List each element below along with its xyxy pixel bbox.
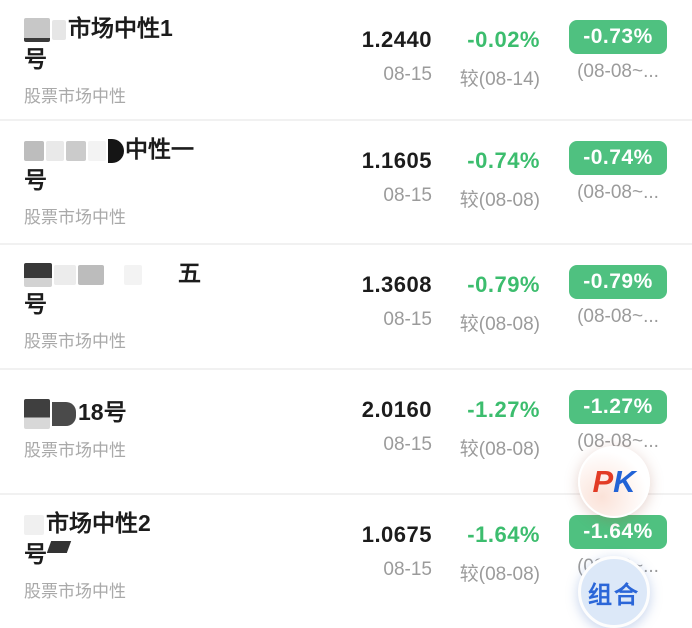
fund-name-text: 18号	[78, 399, 127, 425]
nav-column: 1.0675 08-15	[322, 495, 432, 615]
fund-name-block: 五 号 股票市场中性	[24, 245, 322, 368]
redacted-block	[52, 401, 76, 426]
daily-change: -0.74%	[467, 148, 540, 173]
change-column: -1.27% 较(08-08)	[432, 370, 540, 493]
period-column: -1.27% (08-08~...	[548, 370, 688, 493]
period-range: (08-08~...	[577, 306, 659, 327]
nav-date: 08-15	[383, 434, 432, 455]
pk-letter-p: P	[592, 464, 614, 499]
fund-name-text: 市场中性2	[46, 510, 151, 536]
nav-value: 1.3608	[361, 272, 432, 297]
fund-row[interactable]: 市场中性2 号 股票市场中性 1.0675 08-15 -1.64% 较(08-…	[0, 495, 692, 615]
fund-name-line1: 中性一	[24, 134, 322, 165]
fund-row[interactable]: 五 号 股票市场中性 1.3608 08-15 -0.79% 较(08-08) …	[0, 245, 692, 370]
compare-label: 较(08-08)	[459, 439, 540, 460]
fund-row[interactable]: 市场中性1 号 股票市场中性 1.2440 08-15 -0.02% 较(08-…	[0, 0, 692, 121]
period-change-badge: -0.73%	[569, 20, 667, 54]
fund-category: 股票市场中性	[24, 332, 126, 351]
period-range: (08-08~...	[577, 431, 659, 452]
period-column: -0.73% (08-08~...	[548, 0, 688, 119]
period-change-badge: -0.79%	[569, 265, 667, 299]
change-column: -0.74% 较(08-08)	[432, 121, 540, 243]
fund-name-block: 中性一 号 股票市场中性	[24, 121, 322, 243]
compare-label: 较(08-08)	[459, 190, 540, 211]
nav-value: 1.2440	[361, 27, 432, 52]
fund-name-line2: 号	[24, 167, 47, 193]
fund-name-block: 市场中性1 号 股票市场中性	[24, 0, 322, 119]
period-column: -0.79% (08-08~...	[548, 245, 688, 368]
fund-name-line2: 号	[24, 46, 47, 72]
fund-row[interactable]: 18号 股票市场中性 2.0160 08-15 -1.27% 较(08-08) …	[0, 370, 692, 495]
redacted-block	[24, 514, 44, 535]
redacted-glyph	[108, 138, 124, 163]
fund-name-line1: 市场中性1	[24, 13, 322, 44]
portfolio-button[interactable]: 组合	[578, 556, 650, 628]
compare-label: 较(08-08)	[459, 564, 540, 585]
fund-name-text: 中性一	[125, 136, 194, 162]
period-change-badge: -0.74%	[569, 141, 667, 175]
period-range: (08-08~...	[577, 182, 659, 203]
redacted-block	[24, 398, 50, 429]
fund-name-text: 市场中性1	[68, 15, 173, 41]
redacted-block	[24, 140, 44, 161]
fund-category: 股票市场中性	[24, 440, 126, 460]
nav-value: 2.0160	[361, 397, 432, 422]
redacted-block	[78, 264, 104, 285]
fund-row[interactable]: 中性一 号 股票市场中性 1.1605 08-15 -0.74% 较(08-08…	[0, 121, 692, 245]
change-column: -0.02% 较(08-14)	[432, 0, 540, 119]
daily-change: -0.79%	[467, 272, 540, 297]
nav-column: 1.1605 08-15	[322, 121, 432, 243]
fund-name-text: 号	[24, 541, 47, 567]
fund-name-line1: 18号	[24, 397, 322, 429]
nav-value: 1.1605	[361, 148, 432, 173]
nav-date: 08-15	[383, 64, 432, 85]
change-column: -0.79% 较(08-08)	[432, 245, 540, 368]
fund-category: 股票市场中性	[24, 582, 126, 601]
fund-name-block: 18号 股票市场中性	[24, 370, 322, 493]
daily-change: -0.02%	[467, 27, 540, 52]
redacted-block	[46, 140, 64, 161]
redacted-block	[24, 17, 50, 42]
fund-name-line2: 号	[24, 291, 47, 317]
fund-name-line1: 五	[24, 258, 322, 289]
period-change-badge: -1.27%	[569, 390, 667, 424]
fund-list: 市场中性1 号 股票市场中性 1.2440 08-15 -0.02% 较(08-…	[0, 0, 692, 615]
redacted-block	[66, 140, 86, 161]
pk-letter-k: K	[613, 464, 636, 499]
nav-column: 1.2440 08-15	[322, 0, 432, 119]
nav-column: 2.0160 08-15	[322, 370, 432, 493]
compare-label: 较(08-14)	[459, 69, 540, 90]
nav-value: 1.0675	[361, 522, 432, 547]
redacted-block	[24, 262, 52, 287]
daily-change: -1.64%	[467, 522, 540, 547]
redacted-block	[54, 264, 76, 285]
period-range: (08-08~...	[577, 61, 659, 82]
fund-name-line1: 市场中性2	[24, 508, 322, 539]
nav-column: 1.3608 08-15	[322, 245, 432, 368]
fund-name-text: 五	[178, 260, 201, 286]
nav-date: 08-15	[383, 559, 432, 580]
change-column: -1.64% 较(08-08)	[432, 495, 540, 615]
daily-change: -1.27%	[467, 397, 540, 422]
redacted-block	[52, 19, 66, 40]
period-change-badge: -1.64%	[569, 515, 667, 549]
compare-label: 较(08-08)	[459, 314, 540, 335]
fund-name-line2: 号	[24, 539, 322, 570]
redacted-mark	[46, 541, 72, 553]
fund-name-block: 市场中性2 号 股票市场中性	[24, 495, 322, 615]
portfolio-button-label: 组合	[588, 581, 640, 609]
fund-category: 股票市场中性	[24, 87, 126, 106]
nav-date: 08-15	[383, 185, 432, 206]
redacted-block	[88, 140, 106, 161]
period-column: -0.74% (08-08~...	[548, 121, 688, 243]
redacted-block	[124, 264, 142, 285]
fund-category: 股票市场中性	[24, 208, 126, 227]
nav-date: 08-15	[383, 309, 432, 330]
